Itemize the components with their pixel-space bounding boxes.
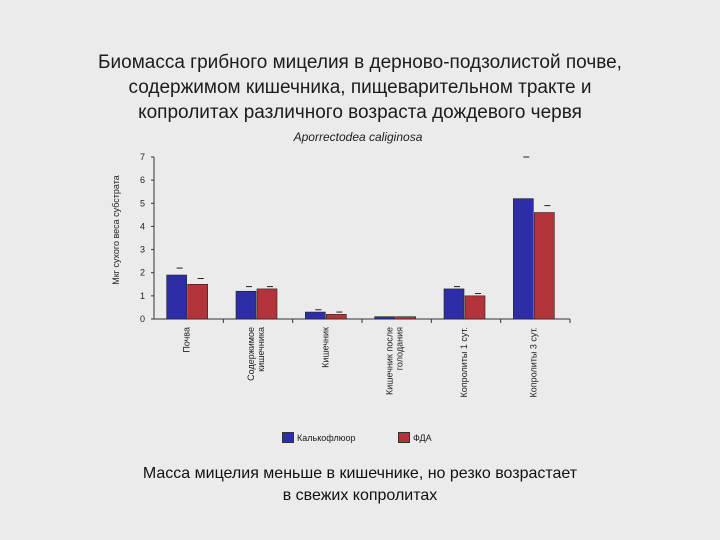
- bar-series-2-3: [395, 316, 416, 320]
- y-tick-label-3: 3: [140, 245, 145, 255]
- legend-swatch-series-1: [282, 432, 294, 443]
- y-tick-label-6: 6: [140, 175, 145, 185]
- bar-series-1-2: [305, 311, 326, 320]
- bar-series-1-4: [443, 288, 465, 320]
- x-category-label-2-line-0: Кишечник: [320, 327, 330, 368]
- y-tick-label-1: 1: [140, 291, 145, 301]
- bar-series-1-1: [235, 290, 257, 320]
- x-category-label-4: Копролиты 1 сут.: [459, 327, 469, 397]
- x-category-label-3: Кишечник послеголодания: [385, 327, 405, 395]
- bar-series-2-5: [534, 212, 555, 320]
- x-category-label-1-line-1: кишечника: [256, 327, 266, 372]
- x-category-label-2: Кишечник: [320, 327, 330, 368]
- legend-item-series-1: Калькофлюор: [282, 432, 355, 443]
- y-tick-label-4: 4: [140, 221, 145, 231]
- conclusion-line-1: Масса мицелия меньше в кишечнике, но рез…: [142, 465, 578, 482]
- legend-item-series-2: ФДА: [398, 432, 432, 443]
- x-category-label-3-line-0: Кишечник после: [385, 327, 395, 395]
- title-line-2: содержимом кишечника, пищеварительном тр…: [128, 77, 592, 98]
- title-line-1: Биомасса грибного мицелия в дерново-подз…: [98, 52, 622, 73]
- bar-series-2-0: [187, 283, 208, 320]
- bar-series-1-5: [513, 198, 534, 320]
- x-category-label-0-line-0: Почва: [182, 327, 192, 353]
- y-tick-label-7: 7: [140, 152, 145, 162]
- bar-series-2-2: [326, 314, 347, 320]
- y-tick-label-0: 0: [140, 314, 145, 324]
- x-category-label-5: Копролиты 3 сут.: [528, 327, 538, 397]
- x-category-label-0: Почва: [182, 327, 192, 353]
- legend-label-series-2: ФДА: [413, 432, 432, 443]
- x-category-label-4-line-0: Копролиты 1 сут.: [459, 327, 469, 397]
- x-category-label-5-line-0: Копролиты 3 сут.: [528, 327, 538, 397]
- x-category-label-1: Содержимоекишечника: [246, 327, 266, 381]
- bar-series-2-1: [256, 288, 278, 320]
- legend-label-series-1: Калькофлюор: [297, 432, 356, 443]
- bar-series-2-4: [464, 295, 486, 320]
- x-category-label-1-line-0: Содержимое: [246, 327, 256, 381]
- chart-title: Биомасса грибного мицелия в дерново-подз…: [30, 50, 690, 125]
- y-axis-title: Мкг сухого веса субстрата: [111, 175, 121, 285]
- legend-swatch-series-2: [398, 432, 410, 443]
- title-line-3: копролитах различного возраста дождевого…: [138, 102, 582, 123]
- bar-series-1-3: [374, 316, 395, 320]
- y-tick-label-5: 5: [140, 198, 145, 208]
- conclusion-text: Масса мицелия меньше в кишечнике, но рез…: [60, 463, 660, 507]
- x-category-label-3-line-1: голодания: [395, 327, 405, 370]
- chart-legend: Калькофлюор ФДА: [280, 432, 480, 448]
- chart-subtitle: Aporrectodea caliginosa: [293, 130, 423, 144]
- conclusion-line-2: в свежих копролитах: [282, 487, 438, 504]
- y-tick-label-2: 2: [140, 268, 145, 278]
- bar-series-1-0: [166, 274, 187, 320]
